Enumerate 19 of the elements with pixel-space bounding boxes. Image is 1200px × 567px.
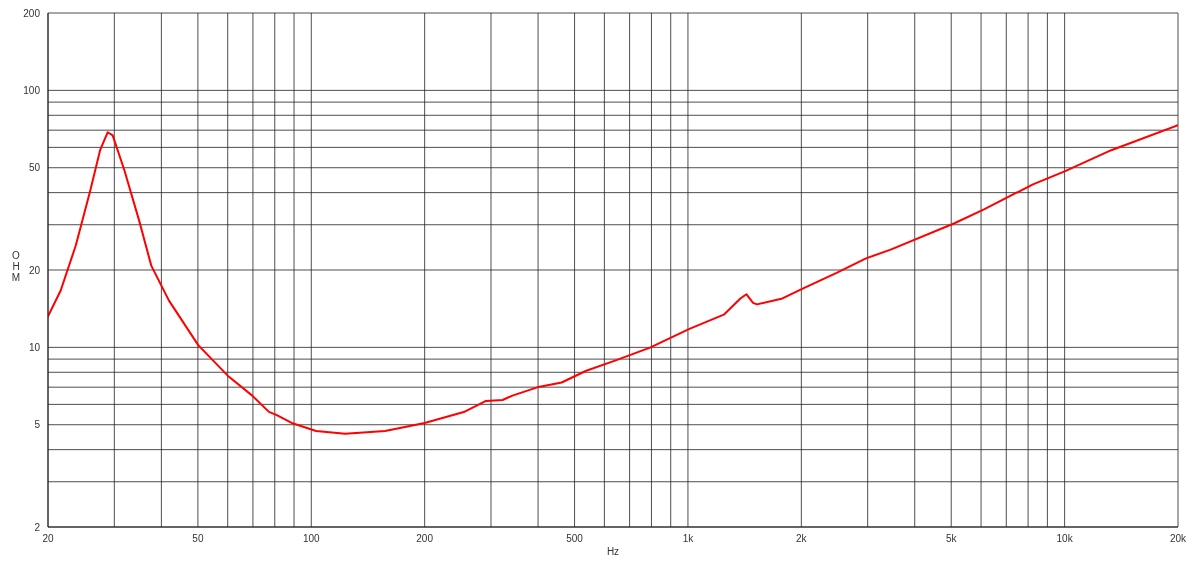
x-tick-label: 10k <box>1056 533 1074 545</box>
x-tick-label: 20 <box>42 533 54 545</box>
x-tick-label: 2k <box>796 533 808 545</box>
y-axis-title: OHM <box>11 250 21 283</box>
x-tick-label: 200 <box>416 533 434 545</box>
y-tick-label: 2 <box>34 521 41 533</box>
y-tick-label: 5 <box>34 419 41 431</box>
x-axis-title: Hz <box>606 546 620 557</box>
x-tick-label: 5k <box>945 533 958 545</box>
y-tick-label: 10 <box>28 341 41 353</box>
x-tick-label: 500 <box>566 533 584 545</box>
y-tick-label: 20 <box>28 264 41 276</box>
y-tick-label: 50 <box>28 162 41 174</box>
x-tick-label: 100 <box>302 533 321 545</box>
x-tick-label: 20k <box>1169 533 1188 545</box>
x-tick-label: 1k <box>682 533 695 545</box>
y-tick-label: 200 <box>23 7 41 19</box>
y-tick-label: 100 <box>23 84 41 96</box>
x-tick-label: 50 <box>192 533 204 545</box>
